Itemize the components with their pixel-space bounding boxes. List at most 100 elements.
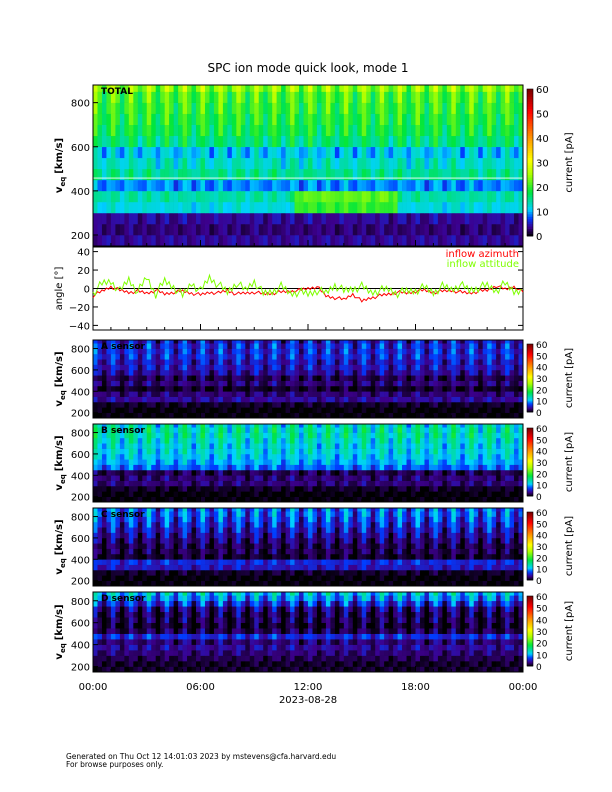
heatmap-cell	[487, 102, 492, 114]
heatmap-cell	[169, 157, 174, 170]
heatmap-cell	[419, 448, 425, 455]
heatmap-cell	[227, 91, 233, 103]
heatmap-cell	[254, 385, 260, 392]
heatmap-cell	[388, 234, 394, 247]
heatmap-cell	[182, 464, 188, 471]
heatmap-cell	[290, 424, 295, 428]
heatmap-cell	[460, 375, 466, 381]
heatmap-cell	[249, 496, 255, 503]
heatmap-cell	[370, 157, 376, 170]
heatmap-cell	[213, 453, 219, 460]
heatmap-cell	[173, 364, 179, 371]
heatmap-cell	[388, 212, 394, 225]
heatmap-cell	[419, 480, 425, 487]
heatmap-cell	[137, 353, 143, 360]
heatmap-cell	[146, 485, 152, 492]
heatmap-cell	[451, 359, 457, 365]
heatmap-cell	[437, 491, 443, 497]
heatmap-cell	[227, 569, 233, 576]
heatmap-cell	[303, 146, 309, 159]
heatmap-cell	[316, 124, 322, 137]
heatmap-cell	[249, 157, 255, 170]
heatmap-cell	[334, 396, 340, 403]
heatmap-cell	[294, 459, 300, 465]
heatmap-cell	[222, 401, 228, 408]
heatmap-cell	[469, 443, 475, 449]
heatmap-cell	[424, 443, 430, 449]
heatmap-cell	[487, 480, 492, 487]
heatmap-cell	[133, 340, 139, 344]
heatmap-cell	[514, 396, 519, 403]
heatmap-cell	[370, 348, 376, 355]
heatmap-cell	[110, 369, 116, 376]
colorbar-swatch	[527, 447, 533, 449]
heatmap-cell	[191, 412, 197, 419]
heatmap-cell	[272, 364, 277, 371]
heatmap-cell	[482, 91, 488, 103]
heatmap-cell	[267, 564, 273, 571]
heatmap-cell	[106, 212, 112, 225]
heatmap-cell	[343, 401, 349, 408]
heatmap-cell	[384, 234, 389, 247]
heatmap-cell	[375, 234, 380, 247]
heatmap-cell	[384, 380, 389, 387]
heatmap-cell	[303, 91, 309, 103]
heatmap-cell	[281, 113, 286, 125]
heatmap-cell	[316, 564, 322, 571]
heatmap-cell	[115, 359, 121, 365]
heatmap-cell	[348, 475, 354, 481]
heatmap-cell	[348, 364, 354, 371]
colorbar-swatch	[527, 206, 533, 210]
heatmap-cell	[478, 437, 483, 444]
heatmap-cell	[160, 448, 165, 455]
heatmap-cell	[254, 157, 260, 170]
heatmap-cell	[137, 201, 143, 214]
heatmap-cell	[325, 475, 331, 481]
heatmap-cell	[316, 212, 322, 225]
heatmap-cell	[164, 464, 170, 471]
heatmap-cell	[222, 453, 228, 460]
heatmap-cell	[384, 437, 389, 444]
heatmap-cell	[276, 401, 282, 408]
heatmap-cell	[402, 85, 407, 92]
colorbar-swatch	[527, 128, 533, 132]
heatmap-cell	[182, 91, 188, 103]
heatmap-cell	[442, 91, 448, 103]
heatmap-cell	[119, 364, 125, 371]
heatmap-cell	[325, 437, 331, 444]
heatmap-cell	[182, 369, 188, 376]
heatmap-cell	[245, 443, 251, 449]
heatmap-cell	[245, 464, 251, 471]
heatmap-cell	[240, 359, 246, 365]
heatmap-cell	[312, 340, 318, 344]
heatmap-cell	[151, 580, 157, 587]
heatmap-cell	[128, 102, 134, 114]
heatmap-cell	[115, 212, 121, 225]
heatmap-cell	[272, 427, 277, 433]
heatmap-cell	[312, 190, 318, 203]
heatmap-cell	[254, 234, 260, 247]
heatmap-cell	[384, 102, 389, 114]
heatmap-cell	[460, 340, 466, 344]
heatmap-cell	[316, 340, 322, 344]
heatmap-cell	[402, 212, 407, 225]
heatmap-cell	[115, 85, 121, 92]
heatmap-cell	[222, 348, 228, 355]
heatmap-cell	[411, 575, 416, 581]
heatmap-cell	[433, 580, 439, 587]
heatmap-cell	[124, 391, 130, 397]
heatmap-cell	[442, 401, 448, 408]
heatmap-cell	[424, 427, 430, 433]
heatmap-cell	[460, 459, 466, 465]
colorbar-swatch	[527, 479, 533, 481]
heatmap-cell	[393, 343, 398, 349]
heatmap-cell	[375, 491, 380, 497]
heatmap-cell	[375, 364, 380, 371]
heatmap-cell	[231, 353, 237, 360]
heatmap-cell	[437, 168, 443, 181]
heatmap-cell	[178, 469, 183, 476]
heatmap-cell	[151, 480, 157, 487]
heatmap-cell	[281, 448, 286, 455]
heatmap-cell	[209, 348, 215, 355]
heatmap-cell	[101, 157, 107, 170]
